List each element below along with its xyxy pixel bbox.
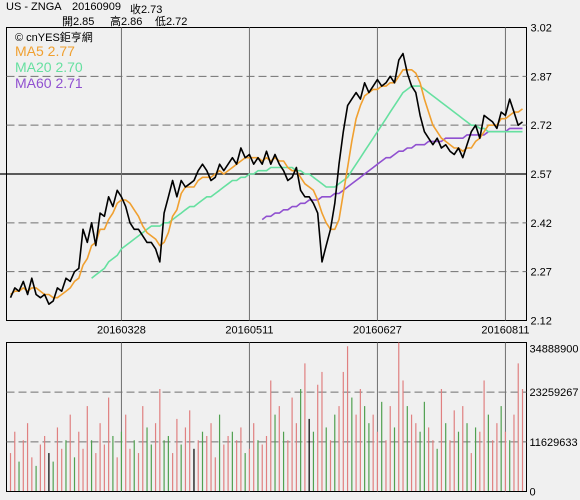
volume-tick-label: 23259267	[530, 387, 579, 399]
watermark: © cnYES鉅亨網	[15, 30, 93, 44]
volume-tick-label: 34888900	[530, 344, 579, 356]
header-close: 收2.73	[130, 4, 163, 16]
price-tick-label: 2.42	[531, 218, 552, 230]
price-tick-label: 2.12	[531, 316, 552, 328]
volume-tick-label: 11629633	[530, 437, 578, 449]
volume-tick-label: 0	[530, 487, 536, 499]
volume-panel-frame	[6, 342, 527, 492]
date-tick-label: 20160627	[353, 325, 402, 337]
price-axis: 3.02 2.87 2.72 2.57 2.42 2.27 2.12	[531, 23, 552, 328]
header-high: 高2.86	[110, 16, 143, 28]
header-date: 20160909	[72, 1, 121, 13]
price-tick-label: 2.27	[531, 267, 552, 279]
price-tick-label: 2.72	[531, 120, 552, 132]
legend-item: MA60 2.71	[15, 75, 83, 91]
legend-item: MA20 2.70	[15, 59, 83, 75]
price-lines	[9, 52, 523, 305]
header-symbol: US - ZNGA	[6, 1, 62, 13]
grid-lines	[0, 27, 527, 492]
price-tick-label: 3.02	[531, 23, 552, 35]
date-tick-label: 20160811	[481, 325, 529, 337]
close-line	[9, 52, 523, 305]
volume-bars	[9, 342, 524, 491]
volume-axis: 34888900 23259267 11629633 0	[530, 344, 579, 499]
header-low: 低2.72	[155, 16, 188, 28]
legend-item: MA5 2.77	[15, 43, 75, 59]
header-open: 開2.85	[62, 16, 95, 28]
date-tick-label: 20160511	[225, 325, 273, 337]
date-axis: 20160328 20160511 20160627 20160811	[97, 325, 530, 337]
date-tick-label: 20160328	[97, 325, 146, 337]
ma5-line	[10, 69, 523, 299]
price-tick-label: 2.87	[531, 71, 552, 83]
price-tick-label: 2.57	[531, 169, 552, 181]
